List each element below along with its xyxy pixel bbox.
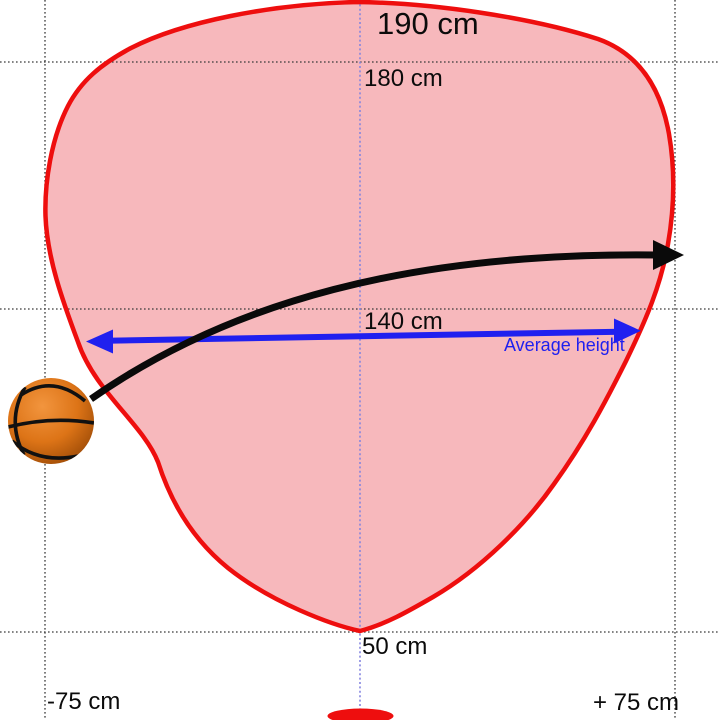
arrowhead-right bbox=[614, 318, 641, 344]
trajectory-arrow bbox=[88, 240, 684, 402]
label-height-50: 50 cm bbox=[362, 633, 428, 660]
label-height-140: 140 cm bbox=[364, 308, 443, 335]
label-right-offset: + 75 cm bbox=[593, 689, 680, 716]
ground-marker-ellipse bbox=[327, 708, 394, 720]
height-distribution-blob bbox=[45, 2, 674, 631]
label-height-180: 180 cm bbox=[364, 65, 443, 92]
trajectory-arrowhead bbox=[653, 240, 684, 270]
basketball-icon bbox=[8, 378, 94, 464]
label-left-offset: -75 cm bbox=[47, 688, 121, 715]
arrowhead-left bbox=[86, 329, 113, 354]
height-distribution-outline bbox=[43, 0, 676, 634]
label-top-height: 190 cm bbox=[377, 6, 479, 41]
label-average-height: Average height bbox=[504, 335, 625, 355]
